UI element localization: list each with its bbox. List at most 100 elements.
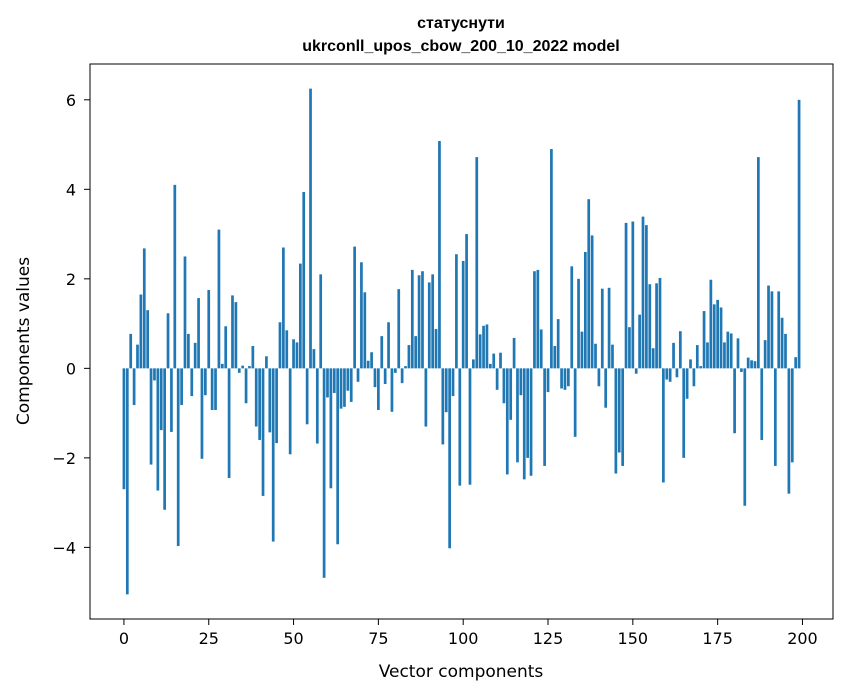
bar bbox=[583, 251, 587, 369]
bar bbox=[726, 331, 730, 369]
bar bbox=[319, 274, 323, 369]
bar bbox=[617, 368, 621, 453]
y-tick-label: −4 bbox=[52, 538, 76, 557]
x-tick-label: 175 bbox=[702, 629, 733, 648]
bar bbox=[563, 368, 567, 390]
bar bbox=[797, 99, 801, 369]
bar bbox=[146, 310, 150, 369]
bar bbox=[166, 313, 170, 369]
bar bbox=[502, 368, 506, 404]
bar bbox=[458, 368, 462, 486]
bar bbox=[322, 368, 326, 578]
bar bbox=[383, 368, 387, 385]
bar bbox=[455, 254, 458, 369]
bar bbox=[244, 368, 248, 404]
bar bbox=[505, 368, 509, 475]
bar bbox=[519, 368, 523, 396]
bar bbox=[675, 368, 679, 378]
x-tick-label: 150 bbox=[618, 629, 649, 648]
bar bbox=[407, 345, 411, 369]
bar bbox=[356, 368, 360, 382]
bar bbox=[339, 368, 343, 409]
bar bbox=[631, 221, 635, 369]
bar bbox=[777, 291, 781, 369]
bar bbox=[594, 343, 597, 369]
bar bbox=[560, 368, 563, 389]
bar bbox=[485, 324, 489, 369]
bar bbox=[536, 269, 540, 369]
x-tick-label: 25 bbox=[199, 629, 219, 648]
bar bbox=[183, 256, 187, 369]
bar bbox=[187, 333, 190, 369]
bar bbox=[509, 368, 513, 420]
bar bbox=[231, 295, 234, 369]
bar bbox=[295, 342, 299, 369]
bar bbox=[417, 275, 421, 369]
bar bbox=[533, 271, 536, 369]
bar bbox=[207, 290, 211, 369]
y-tick-label: −2 bbox=[52, 449, 76, 468]
bar bbox=[377, 368, 380, 410]
bar bbox=[200, 368, 204, 459]
bar bbox=[750, 360, 753, 369]
bar bbox=[780, 317, 784, 369]
bar bbox=[444, 368, 448, 413]
bar bbox=[662, 368, 665, 483]
bar bbox=[556, 319, 560, 369]
bar bbox=[159, 368, 163, 431]
bar bbox=[387, 322, 390, 369]
bar bbox=[461, 260, 465, 369]
bar bbox=[336, 368, 340, 545]
bar bbox=[275, 368, 278, 444]
bar bbox=[305, 368, 309, 425]
chart-title-line2: ukrconll_upos_cbow_200_10_2022 model bbox=[302, 38, 619, 55]
bar bbox=[716, 299, 719, 369]
bar bbox=[546, 368, 550, 393]
x-tick-label: 0 bbox=[119, 629, 129, 648]
bar bbox=[495, 368, 499, 390]
bar bbox=[648, 284, 652, 369]
bar bbox=[332, 368, 336, 393]
bar bbox=[451, 368, 455, 397]
bar bbox=[153, 368, 156, 381]
y-axis-ticks: −4 −2 0 2 4 6 bbox=[52, 91, 90, 557]
bar bbox=[366, 360, 370, 369]
bar bbox=[346, 368, 350, 391]
bars-group bbox=[122, 88, 801, 595]
bar bbox=[176, 368, 180, 547]
bar bbox=[604, 368, 608, 408]
bar bbox=[170, 368, 173, 432]
bar bbox=[729, 333, 733, 369]
bar bbox=[298, 263, 302, 369]
bar bbox=[424, 368, 428, 427]
bar bbox=[526, 368, 530, 458]
x-tick-label: 100 bbox=[448, 629, 479, 648]
bar bbox=[641, 216, 645, 369]
bar bbox=[516, 368, 519, 463]
bar bbox=[241, 365, 245, 369]
bar bbox=[220, 363, 224, 369]
bar bbox=[624, 222, 628, 369]
bar bbox=[227, 368, 231, 479]
bar bbox=[448, 368, 451, 549]
bar bbox=[651, 348, 655, 369]
bar bbox=[706, 342, 709, 369]
bar bbox=[142, 248, 146, 369]
bar bbox=[723, 342, 726, 369]
bar bbox=[271, 368, 275, 542]
bar bbox=[740, 368, 743, 372]
bar bbox=[465, 234, 468, 369]
bar bbox=[634, 368, 638, 374]
bar bbox=[173, 184, 177, 369]
bar bbox=[543, 368, 546, 466]
bar bbox=[268, 368, 272, 433]
x-tick-label: 125 bbox=[533, 629, 564, 648]
bar bbox=[600, 288, 604, 369]
bar bbox=[315, 368, 319, 444]
y-tick-label: 6 bbox=[66, 91, 76, 110]
x-tick-label: 50 bbox=[283, 629, 303, 648]
bar bbox=[790, 368, 794, 463]
bar bbox=[278, 322, 282, 369]
bar bbox=[475, 157, 479, 369]
bar bbox=[695, 345, 699, 369]
